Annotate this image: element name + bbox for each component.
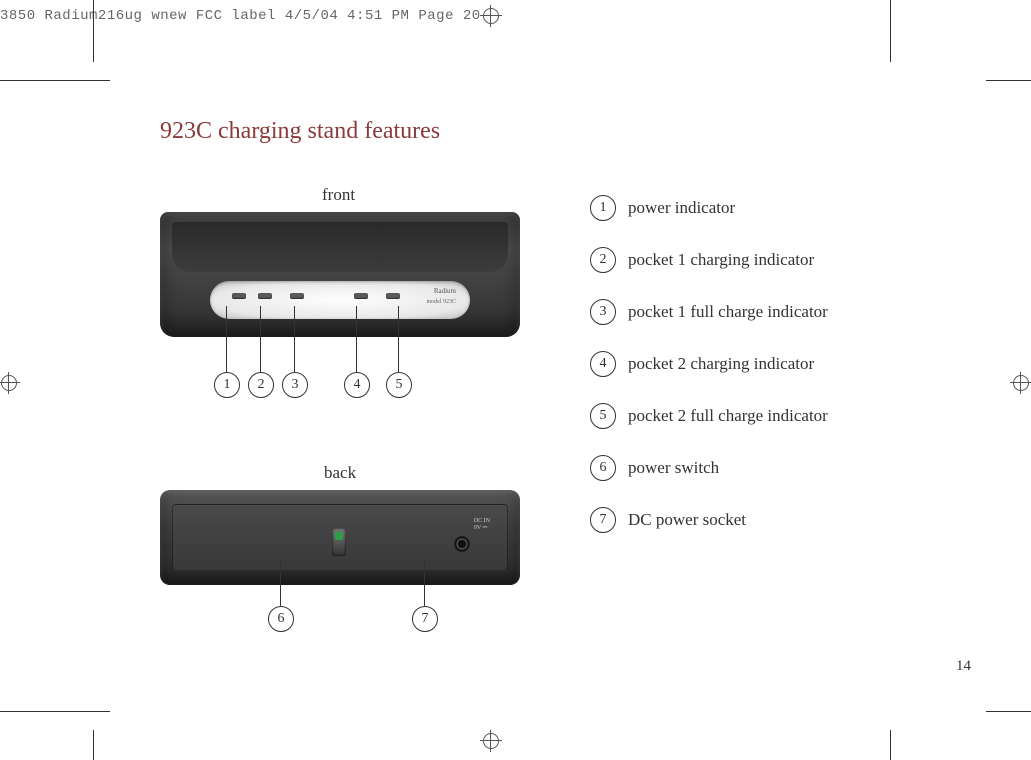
callout-line bbox=[424, 560, 425, 606]
callout-line bbox=[260, 306, 261, 372]
dc-socket-icon bbox=[454, 536, 470, 552]
led-icon bbox=[354, 293, 368, 299]
crop-mark bbox=[890, 730, 891, 760]
callout-number: 2 bbox=[248, 372, 274, 398]
legend-row: 2 pocket 1 charging indicator bbox=[590, 247, 828, 273]
crop-mark bbox=[93, 0, 94, 62]
crop-mark bbox=[986, 80, 1031, 81]
callout-number: 7 bbox=[412, 606, 438, 632]
back-view-label: back bbox=[324, 463, 356, 483]
callout-line bbox=[356, 306, 357, 372]
registration-mark-icon bbox=[480, 5, 502, 27]
led-icon bbox=[232, 293, 246, 299]
legend-label: pocket 1 charging indicator bbox=[628, 250, 814, 270]
legend-label: pocket 1 full charge indicator bbox=[628, 302, 828, 322]
power-switch-icon bbox=[332, 528, 346, 556]
crop-mark bbox=[0, 80, 110, 81]
device-front-illustration: Radium model 923C bbox=[160, 212, 520, 337]
front-view-label: front bbox=[322, 185, 355, 205]
crop-mark bbox=[890, 0, 891, 62]
callout-line bbox=[398, 306, 399, 372]
legend-row: 5 pocket 2 full charge indicator bbox=[590, 403, 828, 429]
callout-line bbox=[226, 306, 227, 372]
device-brand-text: Radium bbox=[434, 287, 456, 295]
callout-line bbox=[294, 306, 295, 372]
legend-number: 4 bbox=[590, 351, 616, 377]
legend-row: 1 power indicator bbox=[590, 195, 828, 221]
legend-label: power indicator bbox=[628, 198, 735, 218]
callout-number: 3 bbox=[282, 372, 308, 398]
callout-line bbox=[280, 560, 281, 606]
led-icon bbox=[290, 293, 304, 299]
legend-row: 3 pocket 1 full charge indicator bbox=[590, 299, 828, 325]
page-number: 14 bbox=[956, 658, 971, 675]
legend-number: 5 bbox=[590, 403, 616, 429]
legend-number: 7 bbox=[590, 507, 616, 533]
led-icon bbox=[258, 293, 272, 299]
legend-number: 2 bbox=[590, 247, 616, 273]
callout-number: 4 bbox=[344, 372, 370, 398]
led-panel: Radium model 923C bbox=[210, 281, 470, 319]
legend-number: 1 bbox=[590, 195, 616, 221]
legend-label: pocket 2 charging indicator bbox=[628, 354, 814, 374]
page-title: 923C charging stand features bbox=[160, 118, 440, 145]
callout-number: 1 bbox=[214, 372, 240, 398]
legend-row: 6 power switch bbox=[590, 455, 828, 481]
legend-label: DC power socket bbox=[628, 510, 746, 530]
device-model-text: model 923C bbox=[427, 299, 457, 305]
callout-number: 6 bbox=[268, 606, 294, 632]
legend: 1 power indicator 2 pocket 1 charging indic… bbox=[590, 195, 828, 559]
legend-label: pocket 2 full charge indicator bbox=[628, 406, 828, 426]
legend-number: 3 bbox=[590, 299, 616, 325]
device-back-illustration: DC IN9V ⎓ bbox=[160, 490, 520, 585]
imposition-header: 3850 Radium216ug wnew FCC label 4/5/04 4… bbox=[0, 8, 481, 24]
registration-mark-icon bbox=[1010, 372, 1031, 394]
crop-mark bbox=[0, 711, 110, 712]
callout-number: 5 bbox=[386, 372, 412, 398]
dc-socket-label: DC IN9V ⎓ bbox=[474, 518, 490, 531]
crop-mark bbox=[986, 711, 1031, 712]
led-icon bbox=[386, 293, 400, 299]
crop-mark bbox=[93, 730, 94, 760]
registration-mark-icon bbox=[480, 730, 502, 752]
registration-mark-icon bbox=[0, 372, 20, 394]
legend-row: 4 pocket 2 charging indicator bbox=[590, 351, 828, 377]
legend-row: 7 DC power socket bbox=[590, 507, 828, 533]
legend-number: 6 bbox=[590, 455, 616, 481]
legend-label: power switch bbox=[628, 458, 719, 478]
